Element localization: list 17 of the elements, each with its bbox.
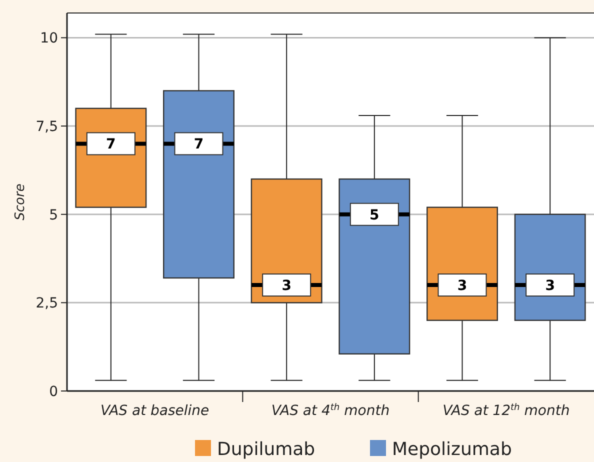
y-tick-label: 7,5 bbox=[36, 119, 58, 136]
text: 5 bbox=[370, 207, 380, 224]
y-tick-label: 0 bbox=[49, 384, 58, 400]
y-axis-title: Score bbox=[13, 184, 28, 220]
text: 3 bbox=[545, 278, 555, 294]
text: 7 bbox=[194, 136, 204, 153]
y-tick-label: 2,5 bbox=[36, 296, 58, 312]
text: 7 bbox=[106, 136, 116, 153]
legend-label: Dupilumab bbox=[217, 439, 316, 460]
x-tick-label: VAS at 12$^{th}$ month bbox=[442, 403, 570, 419]
y-tick-label: 10 bbox=[40, 30, 58, 47]
y-tick-label: 5 bbox=[49, 207, 58, 224]
x-tick-label: VAS at 4$^{th}$ month bbox=[271, 403, 390, 419]
x-tick-label: VAS at baseline bbox=[100, 403, 210, 419]
legend-label: Mepolizumab bbox=[392, 439, 512, 460]
text: 3 bbox=[282, 278, 292, 294]
text: 3 bbox=[457, 278, 468, 294]
